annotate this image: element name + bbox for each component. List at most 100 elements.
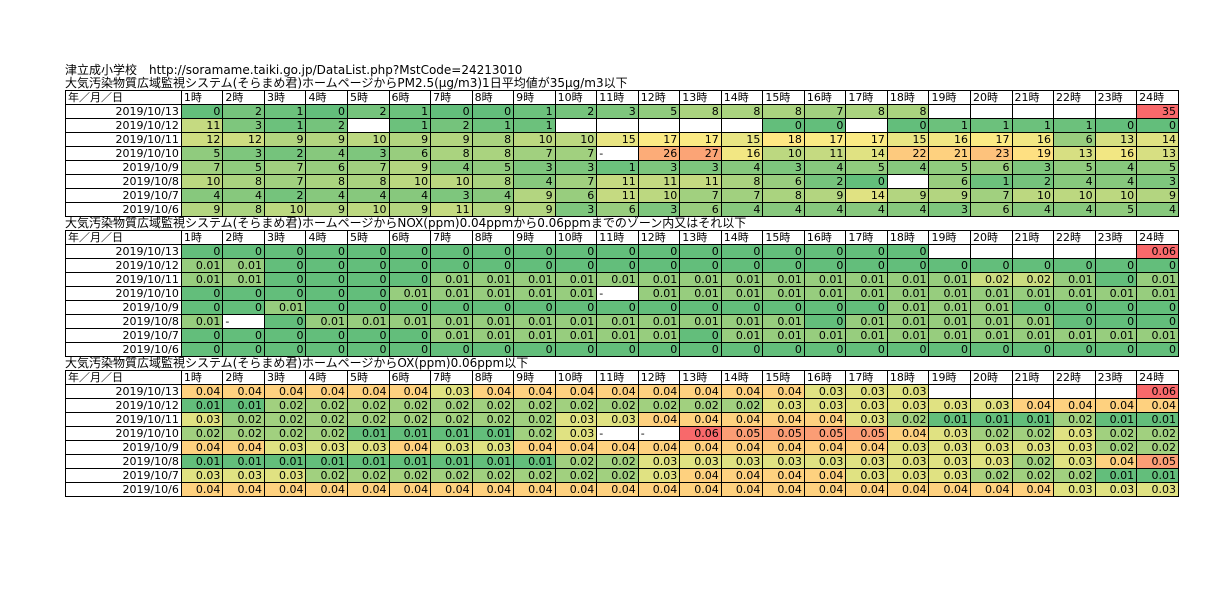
value-cell[interactable]: 0 (679, 244, 722, 259)
value-cell[interactable]: 0 (596, 258, 639, 273)
value-cell[interactable]: 0.01 (886, 314, 930, 329)
value-cell[interactable]: 0.02 (305, 426, 349, 441)
value-cell[interactable]: 0.02 (1011, 426, 1055, 441)
value-cell[interactable]: 4 (762, 202, 805, 217)
value-cell[interactable]: 0 (388, 244, 432, 259)
value-cell[interactable]: 9 (928, 188, 971, 203)
value-cell[interactable]: 0.03 (637, 468, 681, 483)
value-cell[interactable]: 35 (1136, 104, 1179, 119)
value-cell[interactable]: - (222, 314, 265, 329)
value-cell[interactable]: 0.03 (471, 440, 515, 455)
value-cell[interactable]: 8 (720, 104, 764, 119)
value-cell[interactable]: 0.01 (1053, 272, 1096, 287)
value-cell[interactable]: 3 (762, 160, 805, 175)
value-cell[interactable] (1053, 384, 1096, 399)
value-cell[interactable] (347, 118, 390, 133)
value-cell[interactable]: 13 (1053, 146, 1096, 161)
value-cell[interactable]: 0.04 (679, 440, 722, 455)
value-cell[interactable]: 0 (720, 244, 764, 259)
value-cell[interactable]: 0.03 (803, 398, 847, 413)
value-cell[interactable]: 0.03 (969, 398, 1013, 413)
value-cell[interactable]: 0.02 (305, 412, 349, 427)
value-cell[interactable] (637, 118, 681, 133)
value-cell[interactable]: 0 (1053, 342, 1096, 357)
value-cell[interactable]: 0.01 (803, 328, 847, 343)
value-cell[interactable]: 0.02 (430, 412, 473, 427)
value-cell[interactable]: 10 (347, 132, 390, 147)
value-cell[interactable]: 0.04 (263, 482, 307, 497)
date-cell[interactable]: 2019/10/7 (65, 188, 182, 203)
value-cell[interactable]: 7 (263, 160, 307, 175)
value-cell[interactable]: 0.04 (222, 384, 265, 399)
value-cell[interactable] (1011, 104, 1055, 119)
value-cell[interactable]: 0.04 (430, 482, 473, 497)
value-cell[interactable]: 0.02 (679, 398, 722, 413)
value-cell[interactable]: 0 (180, 300, 224, 315)
value-cell[interactable]: 9 (513, 202, 556, 217)
value-cell[interactable]: 0 (762, 244, 805, 259)
value-cell[interactable]: 0 (471, 258, 515, 273)
value-cell[interactable]: 0 (886, 258, 930, 273)
value-cell[interactable]: 0.02 (1011, 272, 1055, 287)
value-cell[interactable]: 9 (305, 132, 349, 147)
value-cell[interactable]: 0.01 (969, 286, 1013, 301)
value-cell[interactable]: 0.01 (637, 314, 681, 329)
value-cell[interactable]: 9 (430, 132, 473, 147)
value-cell[interactable]: 3 (554, 160, 598, 175)
value-cell[interactable]: 0 (886, 342, 930, 357)
value-cell[interactable]: 17 (845, 132, 888, 147)
value-cell[interactable]: 11 (637, 174, 681, 189)
value-cell[interactable]: 19 (1011, 146, 1055, 161)
value-cell[interactable]: 0.02 (388, 468, 432, 483)
value-cell[interactable]: 0.01 (928, 300, 971, 315)
value-cell[interactable]: 10 (1011, 188, 1055, 203)
value-cell[interactable]: 2 (554, 104, 598, 119)
date-cell[interactable]: 2019/10/11 (65, 132, 182, 147)
value-cell[interactable]: 10 (637, 188, 681, 203)
value-cell[interactable]: 0.01 (762, 314, 805, 329)
value-cell[interactable]: 0 (803, 244, 847, 259)
value-cell[interactable]: 0 (762, 258, 805, 273)
value-cell[interactable]: 0.05 (803, 426, 847, 441)
value-cell[interactable]: 0.01 (637, 272, 681, 287)
value-cell[interactable]: 0.02 (596, 454, 639, 469)
value-cell[interactable]: 0.04 (388, 440, 432, 455)
value-cell[interactable]: 0.01 (1136, 328, 1179, 343)
value-cell[interactable]: 0.03 (845, 398, 888, 413)
value-cell[interactable]: 3 (430, 188, 473, 203)
value-cell[interactable]: 0 (596, 300, 639, 315)
value-cell[interactable]: 0.04 (803, 482, 847, 497)
value-cell[interactable] (928, 384, 971, 399)
value-cell[interactable]: 0 (347, 258, 390, 273)
value-cell[interactable]: 6 (305, 160, 349, 175)
value-cell[interactable]: 0 (1136, 118, 1179, 133)
value-cell[interactable] (1094, 384, 1138, 399)
value-cell[interactable]: 0.02 (554, 468, 598, 483)
value-cell[interactable]: 0.03 (803, 384, 847, 399)
value-cell[interactable]: 0.04 (305, 384, 349, 399)
value-cell[interactable]: 0 (180, 244, 224, 259)
value-cell[interactable]: 0.04 (637, 482, 681, 497)
value-cell[interactable]: 0 (1011, 342, 1055, 357)
date-cell[interactable]: 2019/10/9 (65, 440, 182, 455)
value-cell[interactable]: 0 (430, 300, 473, 315)
value-cell[interactable]: 0.04 (969, 482, 1013, 497)
date-cell[interactable]: 2019/10/13 (65, 244, 182, 259)
value-cell[interactable]: 8 (471, 132, 515, 147)
value-cell[interactable]: 0.04 (886, 482, 930, 497)
value-cell[interactable]: 0.03 (886, 384, 930, 399)
value-cell[interactable]: 0.01 (554, 286, 598, 301)
value-cell[interactable]: 0.04 (1011, 482, 1055, 497)
value-cell[interactable]: 0 (263, 244, 307, 259)
value-cell[interactable]: 0 (1094, 118, 1138, 133)
value-cell[interactable]: 6 (928, 174, 971, 189)
date-cell[interactable]: 2019/10/10 (65, 146, 182, 161)
value-cell[interactable]: 3 (1011, 160, 1055, 175)
value-cell[interactable]: 0.04 (347, 482, 390, 497)
value-cell[interactable] (1053, 104, 1096, 119)
value-cell[interactable]: 7 (263, 174, 307, 189)
value-cell[interactable]: 0.01 (928, 314, 971, 329)
value-cell[interactable]: 0.01 (1136, 412, 1179, 427)
value-cell[interactable]: 0.04 (845, 482, 888, 497)
value-cell[interactable]: 0 (222, 244, 265, 259)
